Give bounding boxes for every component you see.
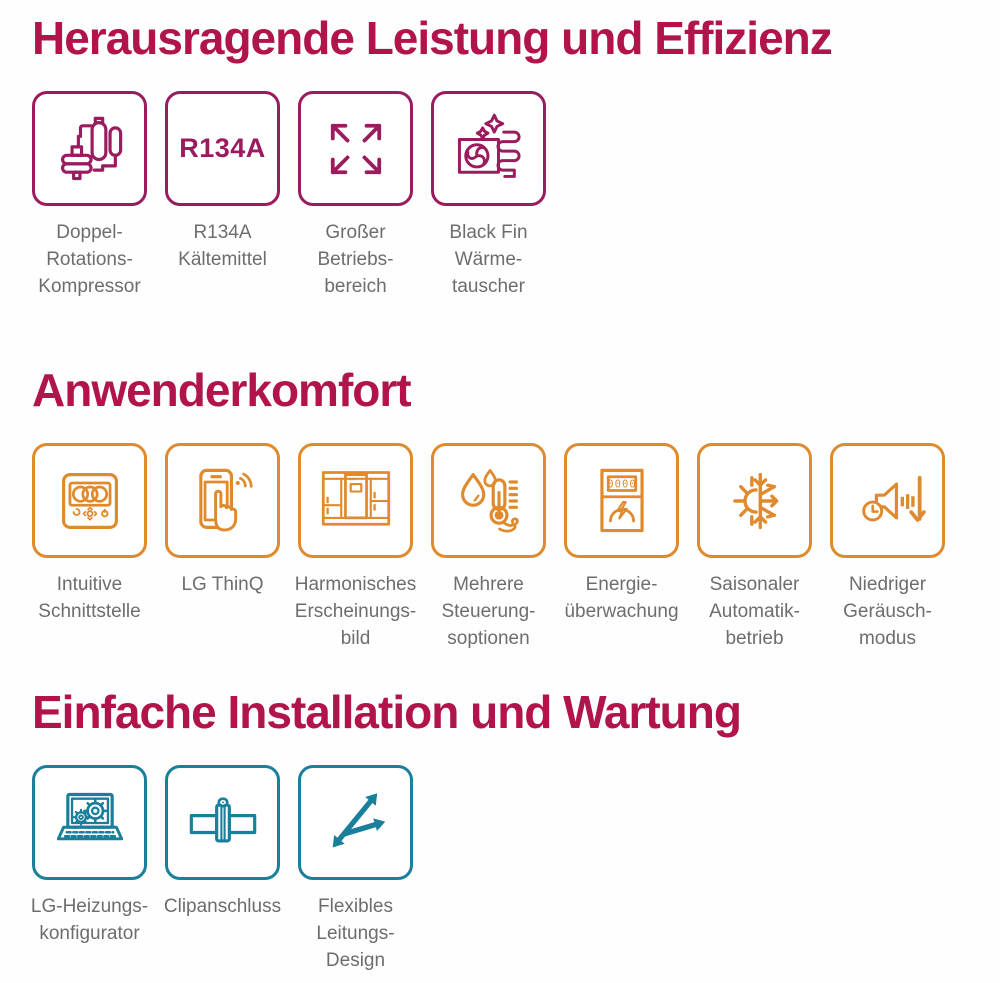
feature-tile — [165, 765, 280, 880]
feature-configurator: LG-Heizungs- konfigurator — [23, 765, 156, 974]
feature-interface: Intuitive Schnittstelle — [23, 443, 156, 652]
feature-tile: R134A — [165, 91, 280, 206]
feature-seasonal-auto: Saisonaler Automatik- betrieb — [688, 443, 821, 652]
flexible-piping-icon — [332, 792, 385, 847]
feature-label: Saisonaler Automatik- betrieb — [709, 574, 800, 649]
feature-tile — [298, 765, 413, 880]
feature-heat-exchanger: Black Fin Wärme- tauscher — [422, 91, 555, 300]
feature-energy-monitoring: 0000 Energie- überwachung — [555, 443, 688, 652]
feature-tile — [32, 765, 147, 880]
feature-label: Harmonisches Erscheinungs- bild — [294, 574, 417, 649]
feature-tile — [298, 91, 413, 206]
feature-tile — [697, 443, 812, 558]
feature-compressor: Doppel- Rotations- Kompressor — [23, 91, 156, 300]
section-title-comfort: Anwenderkomfort — [32, 364, 412, 416]
section-performance: Herausragende Leistung und Effizienz — [23, 14, 1000, 300]
feature-tile — [298, 443, 413, 558]
feature-row-performance: Doppel- Rotations- Kompressor R134A R134… — [23, 91, 1000, 300]
clip-connector-icon — [189, 796, 256, 843]
feature-tile — [830, 443, 945, 558]
compressor-icon — [60, 116, 122, 180]
feature-appearance: Harmonisches Erscheinungs- bild — [289, 443, 422, 652]
section-comfort: Anwenderkomfort — [23, 366, 1000, 652]
controller-icon — [61, 472, 118, 529]
sun-snowflake-icon — [732, 472, 778, 529]
smartphone-touch-icon — [198, 468, 253, 532]
feature-label: Intuitive Schnittstelle — [38, 574, 141, 622]
feature-row-comfort: Intuitive Schnittstelle — [23, 443, 1000, 652]
feature-tile — [431, 91, 546, 206]
section-title-performance: Herausragende Leistung und Effizienz — [32, 12, 833, 64]
feature-flexible-piping: Flexibles Leitungs- Design — [289, 765, 422, 974]
feature-low-noise: Niedriger Geräusch- modus — [821, 443, 954, 652]
feature-label: Energie- überwachung — [564, 574, 679, 622]
expand-arrows-icon — [330, 123, 381, 174]
heat-exchanger-icon — [457, 113, 520, 178]
feature-label: Clipanschluss — [163, 896, 282, 917]
feature-tile — [431, 443, 546, 558]
feature-label: Flexibles Leitungs- Design — [316, 896, 395, 971]
feature-tile — [32, 443, 147, 558]
feature-label: Großer Betriebs- bereich — [317, 222, 394, 297]
low-noise-icon — [861, 475, 926, 522]
feature-label: Niedriger Geräusch- modus — [843, 574, 932, 649]
feature-label: Black Fin Wärme- tauscher — [449, 222, 528, 297]
feature-tile — [32, 91, 147, 206]
feature-label: LG ThinQ — [181, 574, 264, 595]
feature-row-installation: LG-Heizungs- konfigurator — [23, 765, 1000, 974]
section-installation: Einfache Installation und Wartung — [23, 688, 1000, 974]
drops-thermometer-icon — [460, 468, 519, 532]
feature-operating-range: Großer Betriebs- bereich — [289, 91, 422, 300]
feature-tile — [165, 443, 280, 558]
meter-display-text: 0000 — [607, 478, 637, 490]
indoor-units-icon — [321, 470, 390, 526]
feature-label: LG-Heizungs- konfigurator — [30, 896, 149, 944]
energy-meter-icon: 0000 — [599, 468, 644, 532]
section-title-installation: Einfache Installation und Wartung — [32, 686, 742, 738]
feature-lg-thinq: LG ThinQ — [156, 443, 289, 652]
laptop-gears-icon — [56, 792, 123, 840]
feature-label: Doppel- Rotations- Kompressor — [38, 222, 141, 297]
r134a-badge: R134A — [179, 133, 266, 163]
feature-label: Mehrere Steuerung- soptionen — [441, 574, 536, 649]
feature-refrigerant: R134A R134A Kältemittel — [156, 91, 289, 300]
feature-clip-connection: Clipanschluss — [156, 765, 289, 974]
feature-control-options: Mehrere Steuerung- soptionen — [422, 443, 555, 652]
feature-label: R134A Kältemittel — [178, 222, 267, 270]
feature-tile: 0000 — [564, 443, 679, 558]
